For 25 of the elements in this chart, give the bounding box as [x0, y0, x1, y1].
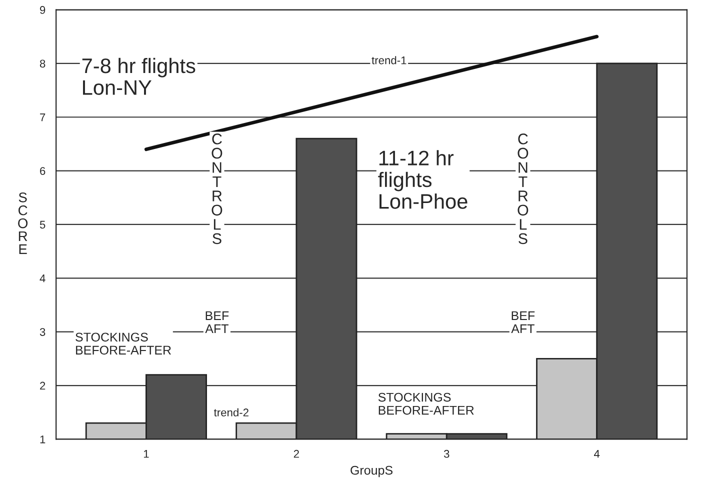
y-tick-label: 5 [40, 220, 46, 229]
x-tick-label: 3 [444, 450, 450, 458]
annotation: trend-1 [372, 56, 406, 64]
y-tick-label: 8 [40, 60, 46, 68]
annotation: BEF AFT [205, 311, 229, 333]
x-axis-title: GroupS [350, 466, 392, 478]
y-tick-label: 6 [40, 167, 46, 175]
annotation: CONTROLS [518, 134, 528, 244]
x-tick-label: 2 [294, 450, 299, 458]
x-tick-label: 4 [594, 450, 600, 458]
y-tick-label: 1 [40, 436, 46, 444]
annotation: BEF AFT [511, 311, 535, 333]
annotation: trend-2 [214, 408, 248, 416]
y-tick-label: 3 [40, 328, 46, 336]
y-tick-label: 2 [40, 382, 46, 390]
annotation: STOCKINGS BEFORE-AFTER [378, 392, 474, 415]
annotation: 11-12 hr flights Lon-Phoe [378, 150, 468, 209]
annotation: CONTROLS [212, 134, 222, 244]
y-tick-label: 7 [40, 114, 46, 122]
y-tick-label: 9 [40, 6, 46, 14]
y-axis-title: SCORE [18, 192, 28, 254]
x-tick-label: 1 [144, 450, 149, 458]
annotation: 7-8 hr flights Lon-NY [82, 58, 196, 95]
y-tick-label: 4 [40, 274, 46, 282]
annotation: STOCKINGS BEFORE-AFTER [76, 332, 171, 355]
